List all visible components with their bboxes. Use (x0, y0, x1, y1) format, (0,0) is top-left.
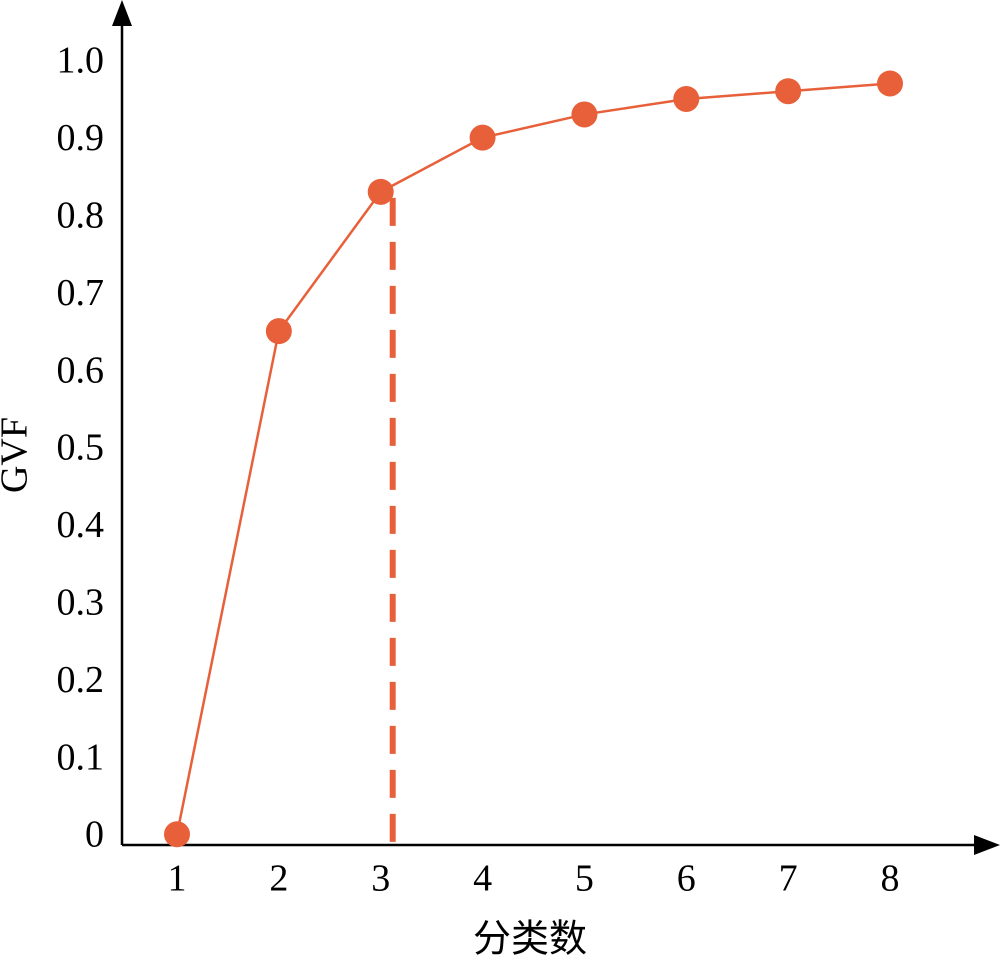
point (571, 101, 598, 128)
point (164, 821, 190, 848)
point (265, 318, 292, 345)
point (775, 78, 802, 105)
x-axis-label: 分类数 (473, 919, 587, 961)
x-tick-label: 4 (473, 858, 492, 900)
y-tick-label: 0.5 (57, 427, 105, 469)
y-tick-label: 0.8 (57, 195, 105, 237)
x-tick-label: 8 (881, 858, 900, 900)
x-tick-label: 2 (269, 858, 288, 900)
y-axis-label: GVF (0, 417, 36, 493)
y-tick-label: 0 (85, 814, 104, 856)
x-tick-label: 5 (575, 858, 594, 900)
x-tick-label: 3 (371, 858, 390, 900)
y-tick-label: 0.7 (57, 272, 105, 314)
point (673, 85, 700, 112)
y-tick-label: 0.6 (57, 349, 105, 391)
point (469, 124, 496, 151)
x-tick-label: 1 (168, 858, 187, 900)
y-tick-label: 0.1 (57, 736, 105, 778)
series-line (175, 82, 891, 835)
y-tick-label: 0.3 (57, 582, 105, 624)
x-tick-label: 7 (779, 858, 798, 900)
point (367, 178, 394, 205)
x-tick-label: 6 (677, 858, 696, 900)
y-tick-label: 1.0 (57, 40, 105, 82)
y-tick-label: 0.9 (57, 117, 105, 159)
x-axis-arrow (974, 835, 1000, 855)
y-axis-arrow (112, 0, 132, 26)
y-tick-label: 0.2 (57, 659, 105, 701)
point (877, 70, 903, 97)
y-tick-label: 0.4 (57, 504, 105, 546)
